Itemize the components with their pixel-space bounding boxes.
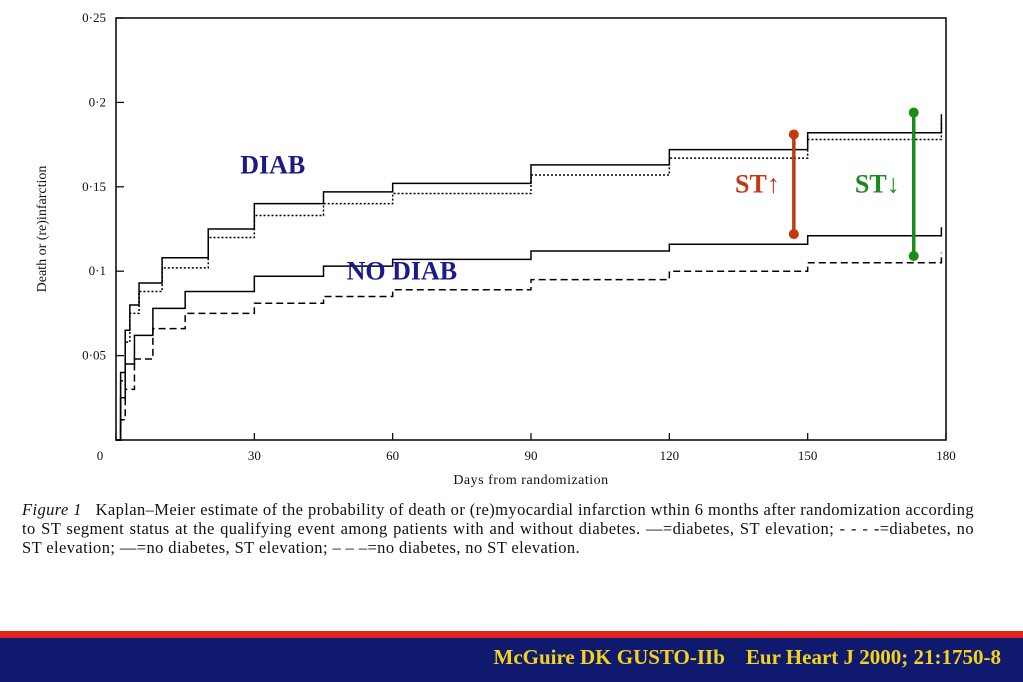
- red-rule: [0, 631, 1023, 638]
- x-tick-label-150: 150: [798, 448, 818, 463]
- st-depression-dot-low: [908, 251, 919, 262]
- st-depression-label: ST↓: [855, 169, 900, 198]
- footer-bar: McGuire DK GUSTO-IIb Eur Heart J 2000; 2…: [0, 638, 1023, 682]
- x-tick-label-90: 90: [525, 448, 538, 463]
- y-tick-label-0·25: 0·25: [82, 10, 106, 25]
- km-chart: 0 30 60 90 120 150 180 0·05 0·1 0·15 0·2 0·25 Days f…: [35, 10, 956, 488]
- y-tick-label-0·15: 0·15: [82, 179, 106, 194]
- st-elevation-label: ST↑: [735, 169, 780, 198]
- x-tick-label-180: 180: [936, 448, 956, 463]
- x-tick-label-120: 120: [660, 448, 680, 463]
- label-no-diab: NO DIAB: [347, 257, 458, 286]
- y-tick-label-0·05: 0·05: [82, 348, 106, 363]
- series-line-2: [116, 122, 943, 441]
- series-line-4: [116, 252, 943, 441]
- label-diab: DIAB: [240, 150, 305, 179]
- caption-text: Kaplan–Meier estimate of the probability…: [22, 500, 974, 557]
- x-tick-label-60: 60: [386, 448, 399, 463]
- st-elevation-dot-high: [788, 129, 799, 140]
- figure-caption: Figure 1 Kaplan–Meier estimate of the pr…: [22, 500, 974, 557]
- st-depression-dot-high: [908, 107, 919, 118]
- x-tick-label-0: 0: [97, 448, 104, 463]
- x-tick-label-30: 30: [248, 448, 261, 463]
- y-tick-label-0·2: 0·2: [89, 94, 106, 109]
- st-elevation-dot-low: [788, 229, 799, 240]
- series-line-3: [116, 227, 943, 441]
- y-axis-title: Death or (re)infarction: [35, 166, 50, 293]
- figure-label: Figure 1: [22, 500, 82, 519]
- x-axis-title: Days from randomization: [453, 473, 608, 488]
- citation: McGuire DK GUSTO-IIb Eur Heart J 2000; 2…: [493, 645, 1002, 669]
- y-tick-label-0·1: 0·1: [89, 263, 106, 278]
